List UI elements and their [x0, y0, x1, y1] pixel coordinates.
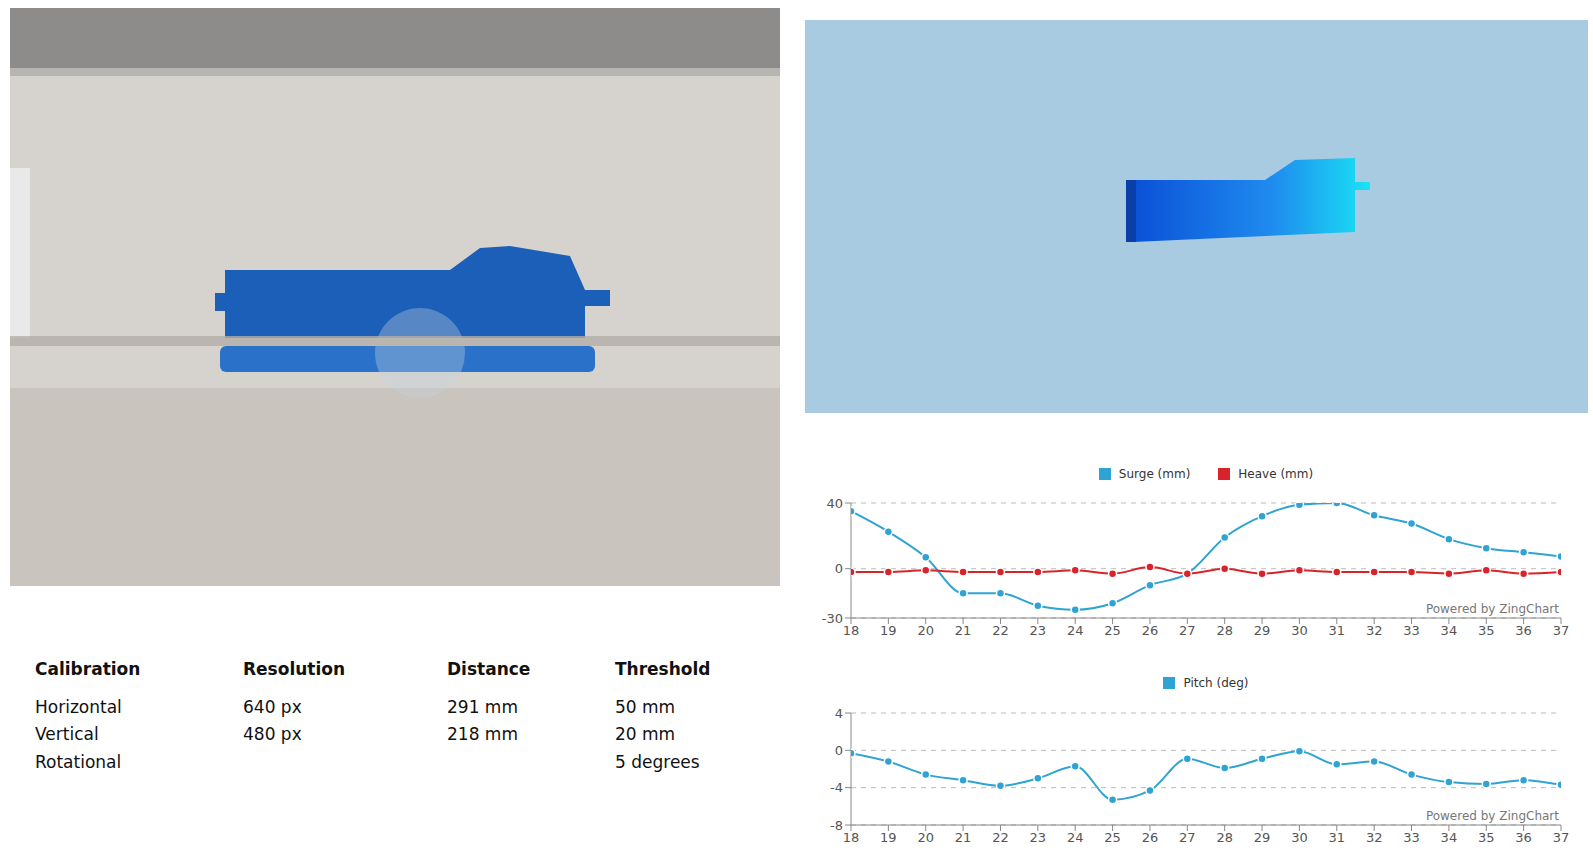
- svg-text:20: 20: [917, 623, 934, 638]
- svg-text:25: 25: [1104, 623, 1121, 638]
- svg-text:40: 40: [826, 496, 843, 511]
- html-text:20 mm: 20 mm: [615, 724, 676, 744]
- html-text:Horizontal: Horizontal: [35, 697, 122, 717]
- svg-text:29: 29: [1254, 623, 1271, 638]
- html-text:5 degrees: 5 degrees: [615, 752, 700, 772]
- html-text:218 mm: 218 mm: [447, 724, 518, 744]
- svg-text:34: 34: [1441, 623, 1458, 638]
- html-text:640 px: 640 px: [243, 697, 302, 717]
- html-text:Resolution: Resolution: [243, 659, 346, 679]
- svg-text:24: 24: [1067, 830, 1084, 845]
- svg-text:0: 0: [835, 561, 843, 576]
- svg-text:35: 35: [1478, 623, 1495, 638]
- html-text:Rotational: Rotational: [35, 752, 122, 772]
- svg-text:4: 4: [835, 706, 843, 721]
- svg-text:32: 32: [1366, 623, 1383, 638]
- svg-text:28: 28: [1216, 830, 1233, 845]
- html-text:Distance: Distance: [447, 659, 531, 679]
- svg-text:19: 19: [880, 830, 897, 845]
- html-text:Surge (mm): Surge (mm): [1118, 467, 1191, 481]
- svg-text:33: 33: [1403, 623, 1420, 638]
- html-text:Powered by ZingChart: Powered by ZingChart: [1425, 602, 1559, 616]
- html-text:480 px: 480 px: [243, 724, 302, 744]
- html-text:291 mm: 291 mm: [447, 697, 518, 717]
- html-text:Calibration: Calibration: [35, 659, 141, 679]
- svg-text:-30: -30: [822, 611, 843, 626]
- svg-text:23: 23: [1030, 830, 1047, 845]
- svg-text:20: 20: [917, 830, 934, 845]
- svg-text:32: 32: [1366, 830, 1383, 845]
- svg-text:0: 0: [835, 743, 843, 758]
- html-text:Heave (mm): Heave (mm): [1238, 467, 1314, 481]
- svg-text:-8: -8: [830, 818, 843, 833]
- svg-text:30: 30: [1291, 830, 1308, 845]
- svg-text:18: 18: [843, 623, 860, 638]
- html-text:Powered by ZingChart: Powered by ZingChart: [1425, 809, 1559, 823]
- html-text:Vertical: Vertical: [35, 724, 99, 744]
- svg-text:33: 33: [1403, 830, 1420, 845]
- svg-text:37: 37: [1553, 830, 1570, 845]
- svg-text:24: 24: [1067, 623, 1084, 638]
- svg-text:-4: -4: [830, 780, 843, 795]
- svg-text:29: 29: [1254, 830, 1271, 845]
- svg-text:27: 27: [1179, 623, 1196, 638]
- svg-text:18: 18: [843, 830, 860, 845]
- svg-text:22: 22: [992, 623, 1009, 638]
- svg-text:31: 31: [1329, 830, 1346, 845]
- svg-text:26: 26: [1142, 830, 1159, 845]
- svg-text:36: 36: [1515, 623, 1532, 638]
- svg-text:37: 37: [1553, 623, 1570, 638]
- svg-text:19: 19: [880, 623, 897, 638]
- svg-text:28: 28: [1216, 623, 1233, 638]
- html-text:Threshold: Threshold: [615, 659, 711, 679]
- html-text:50 mm: 50 mm: [615, 697, 676, 717]
- svg-text:35: 35: [1478, 830, 1495, 845]
- svg-text:25: 25: [1104, 830, 1121, 845]
- svg-text:34: 34: [1441, 830, 1458, 845]
- svg-text:23: 23: [1030, 623, 1047, 638]
- svg-text:26: 26: [1142, 623, 1159, 638]
- svg-text:27: 27: [1179, 830, 1196, 845]
- svg-text:21: 21: [955, 830, 972, 845]
- svg-text:21: 21: [955, 623, 972, 638]
- svg-text:36: 36: [1515, 830, 1532, 845]
- svg-text:22: 22: [992, 830, 1009, 845]
- html-text:Pitch (deg): Pitch (deg): [1183, 676, 1249, 690]
- svg-text:30: 30: [1291, 623, 1308, 638]
- svg-text:31: 31: [1329, 623, 1346, 638]
